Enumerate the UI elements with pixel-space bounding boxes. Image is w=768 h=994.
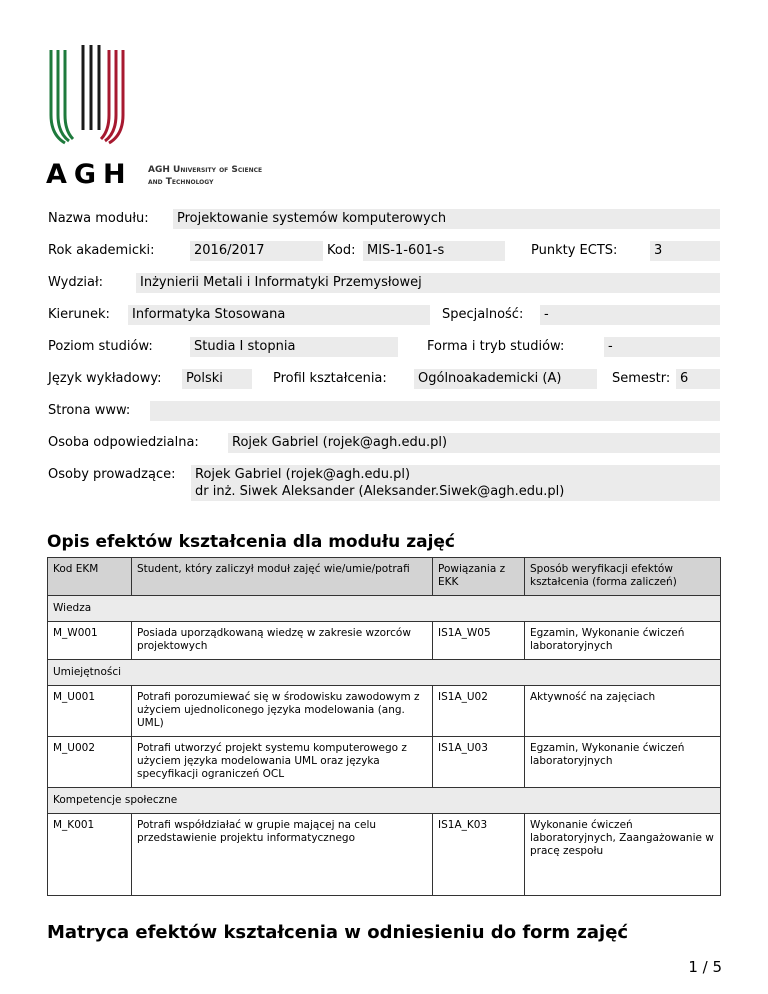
code-label: Kod: [327, 243, 356, 258]
instructors-value: Rojek Gabriel (rojek@agh.edu.pl) dr inż.… [191, 465, 720, 501]
table-cell: Potrafi porozumiewać się w środowisku za… [131, 685, 433, 737]
responsible-person-value: Rojek Gabriel (rojek@agh.edu.pl) [228, 433, 720, 453]
study-level-value: Studia I stopnia [190, 337, 398, 357]
instructor-1: Rojek Gabriel (rojek@agh.edu.pl) [195, 467, 411, 482]
instructor-2: dr inż. Siwek Aleksander (Aleksander.Siw… [195, 484, 565, 499]
module-name-value: Projektowanie systemów komputerowych [173, 209, 720, 229]
section-name: Umiejętności [47, 659, 721, 686]
study-mode-label: Forma i tryb studiów: [427, 339, 565, 354]
instructors-label: Osoby prowadzące: [48, 467, 176, 482]
field-of-study-label: Kierunek: [48, 307, 110, 322]
table-cell: Posiada uporządkowaną wiedzę w zakresie … [131, 621, 433, 660]
table-cell: M_K001 [47, 813, 132, 896]
profile-value: Ogólnoakademicki (A) [414, 369, 597, 389]
section-row: Kompetencje społeczne [47, 787, 721, 814]
agh-logo-letters: AGH [46, 159, 133, 190]
table-cell: Egzamin, Wykonanie ćwiczeń laboratoryjny… [524, 736, 721, 788]
table-cell: IS1A_W05 [432, 621, 525, 660]
language-value: Polski [182, 369, 252, 389]
semester-value: 6 [676, 369, 720, 389]
table-cell: M_U002 [47, 736, 132, 788]
language-label: Język wykładowy: [48, 371, 162, 386]
section-name: Wiedza [47, 595, 721, 622]
table-row: M_U001 Potrafi porozumiewać się w środowi… [47, 685, 721, 737]
field-of-study-value: Informatyka Stosowana [128, 305, 430, 325]
profile-label: Profil kształcenia: [273, 371, 387, 386]
table-row: M_K001 Potrafi współdziałać w grupie mają… [47, 813, 721, 896]
table-cell: IS1A_U03 [432, 736, 525, 788]
table-cell: Potrafi współdziałać w grupie mającej na… [131, 813, 433, 896]
academic-year-label: Rok akademicki: [48, 243, 155, 258]
page-number: 1 / 5 [688, 958, 722, 976]
faculty-label: Wydział: [48, 275, 104, 290]
column-header: Kod EKM [47, 557, 132, 596]
column-header: Sposób weryfikacji efektów kształcenia (… [524, 557, 721, 596]
specialization-value: - [540, 305, 720, 325]
university-name-line2: and Technology [148, 177, 214, 187]
ects-label: Punkty ECTS: [531, 243, 618, 258]
university-name-line1: AGH University of Science [148, 165, 263, 175]
table-row: M_W001 Posiada uporządkowaną wiedzę w zak… [47, 621, 721, 660]
table-header-row: Kod EKM Student, który zaliczył moduł zaj… [47, 557, 721, 596]
table-row: M_U002 Potrafi utworzyć projekt systemu k… [47, 736, 721, 788]
study-level-label: Poziom studiów: [48, 339, 153, 354]
section-name: Kompetencje społeczne [47, 787, 721, 814]
table-cell: IS1A_K03 [432, 813, 525, 896]
responsible-person-label: Osoba odpowiedzialna: [48, 435, 199, 450]
learning-outcomes-table: Kod EKM Student, który zaliczył moduł zaj… [47, 557, 721, 896]
agh-logo-mark [49, 45, 125, 145]
table-cell: Potrafi utworzyć projekt systemu kompute… [131, 736, 433, 788]
column-header: Powiązania z EKK [432, 557, 525, 596]
table-cell: Aktywność na zajęciach [524, 685, 721, 737]
table-cell: Egzamin, Wykonanie ćwiczeń laboratoryjny… [524, 621, 721, 660]
website-label: Strona www: [48, 403, 131, 418]
ects-value: 3 [650, 241, 720, 261]
section-row: Wiedza [47, 595, 721, 622]
code-value: MIS-1-601-s [363, 241, 505, 261]
table-cell: Wykonanie ćwiczeń laboratoryjnych, Zaang… [524, 813, 721, 896]
table-cell: M_U001 [47, 685, 132, 737]
table-cell: M_W001 [47, 621, 132, 660]
specialization-label: Specjalność: [442, 307, 524, 322]
module-name-label: Nazwa modułu: [48, 211, 149, 226]
faculty-value: Inżynierii Metali i Informatyki Przemysł… [136, 273, 720, 293]
section-row: Umiejętności [47, 659, 721, 686]
section-title-matrix: Matryca efektów kształcenia w odniesieni… [47, 922, 629, 943]
university-name: AGH University of Science and Technology [148, 164, 262, 188]
academic-year-value: 2016/2017 [190, 241, 323, 261]
website-value [150, 401, 720, 421]
semester-label: Semestr: [612, 371, 671, 386]
column-header: Student, który zaliczył moduł zajęć wie/… [131, 557, 433, 596]
study-mode-value: - [604, 337, 720, 357]
table-cell: IS1A_U02 [432, 685, 525, 737]
section-title-learning-outcomes: Opis efektów kształcenia dla modułu zaję… [47, 532, 456, 552]
